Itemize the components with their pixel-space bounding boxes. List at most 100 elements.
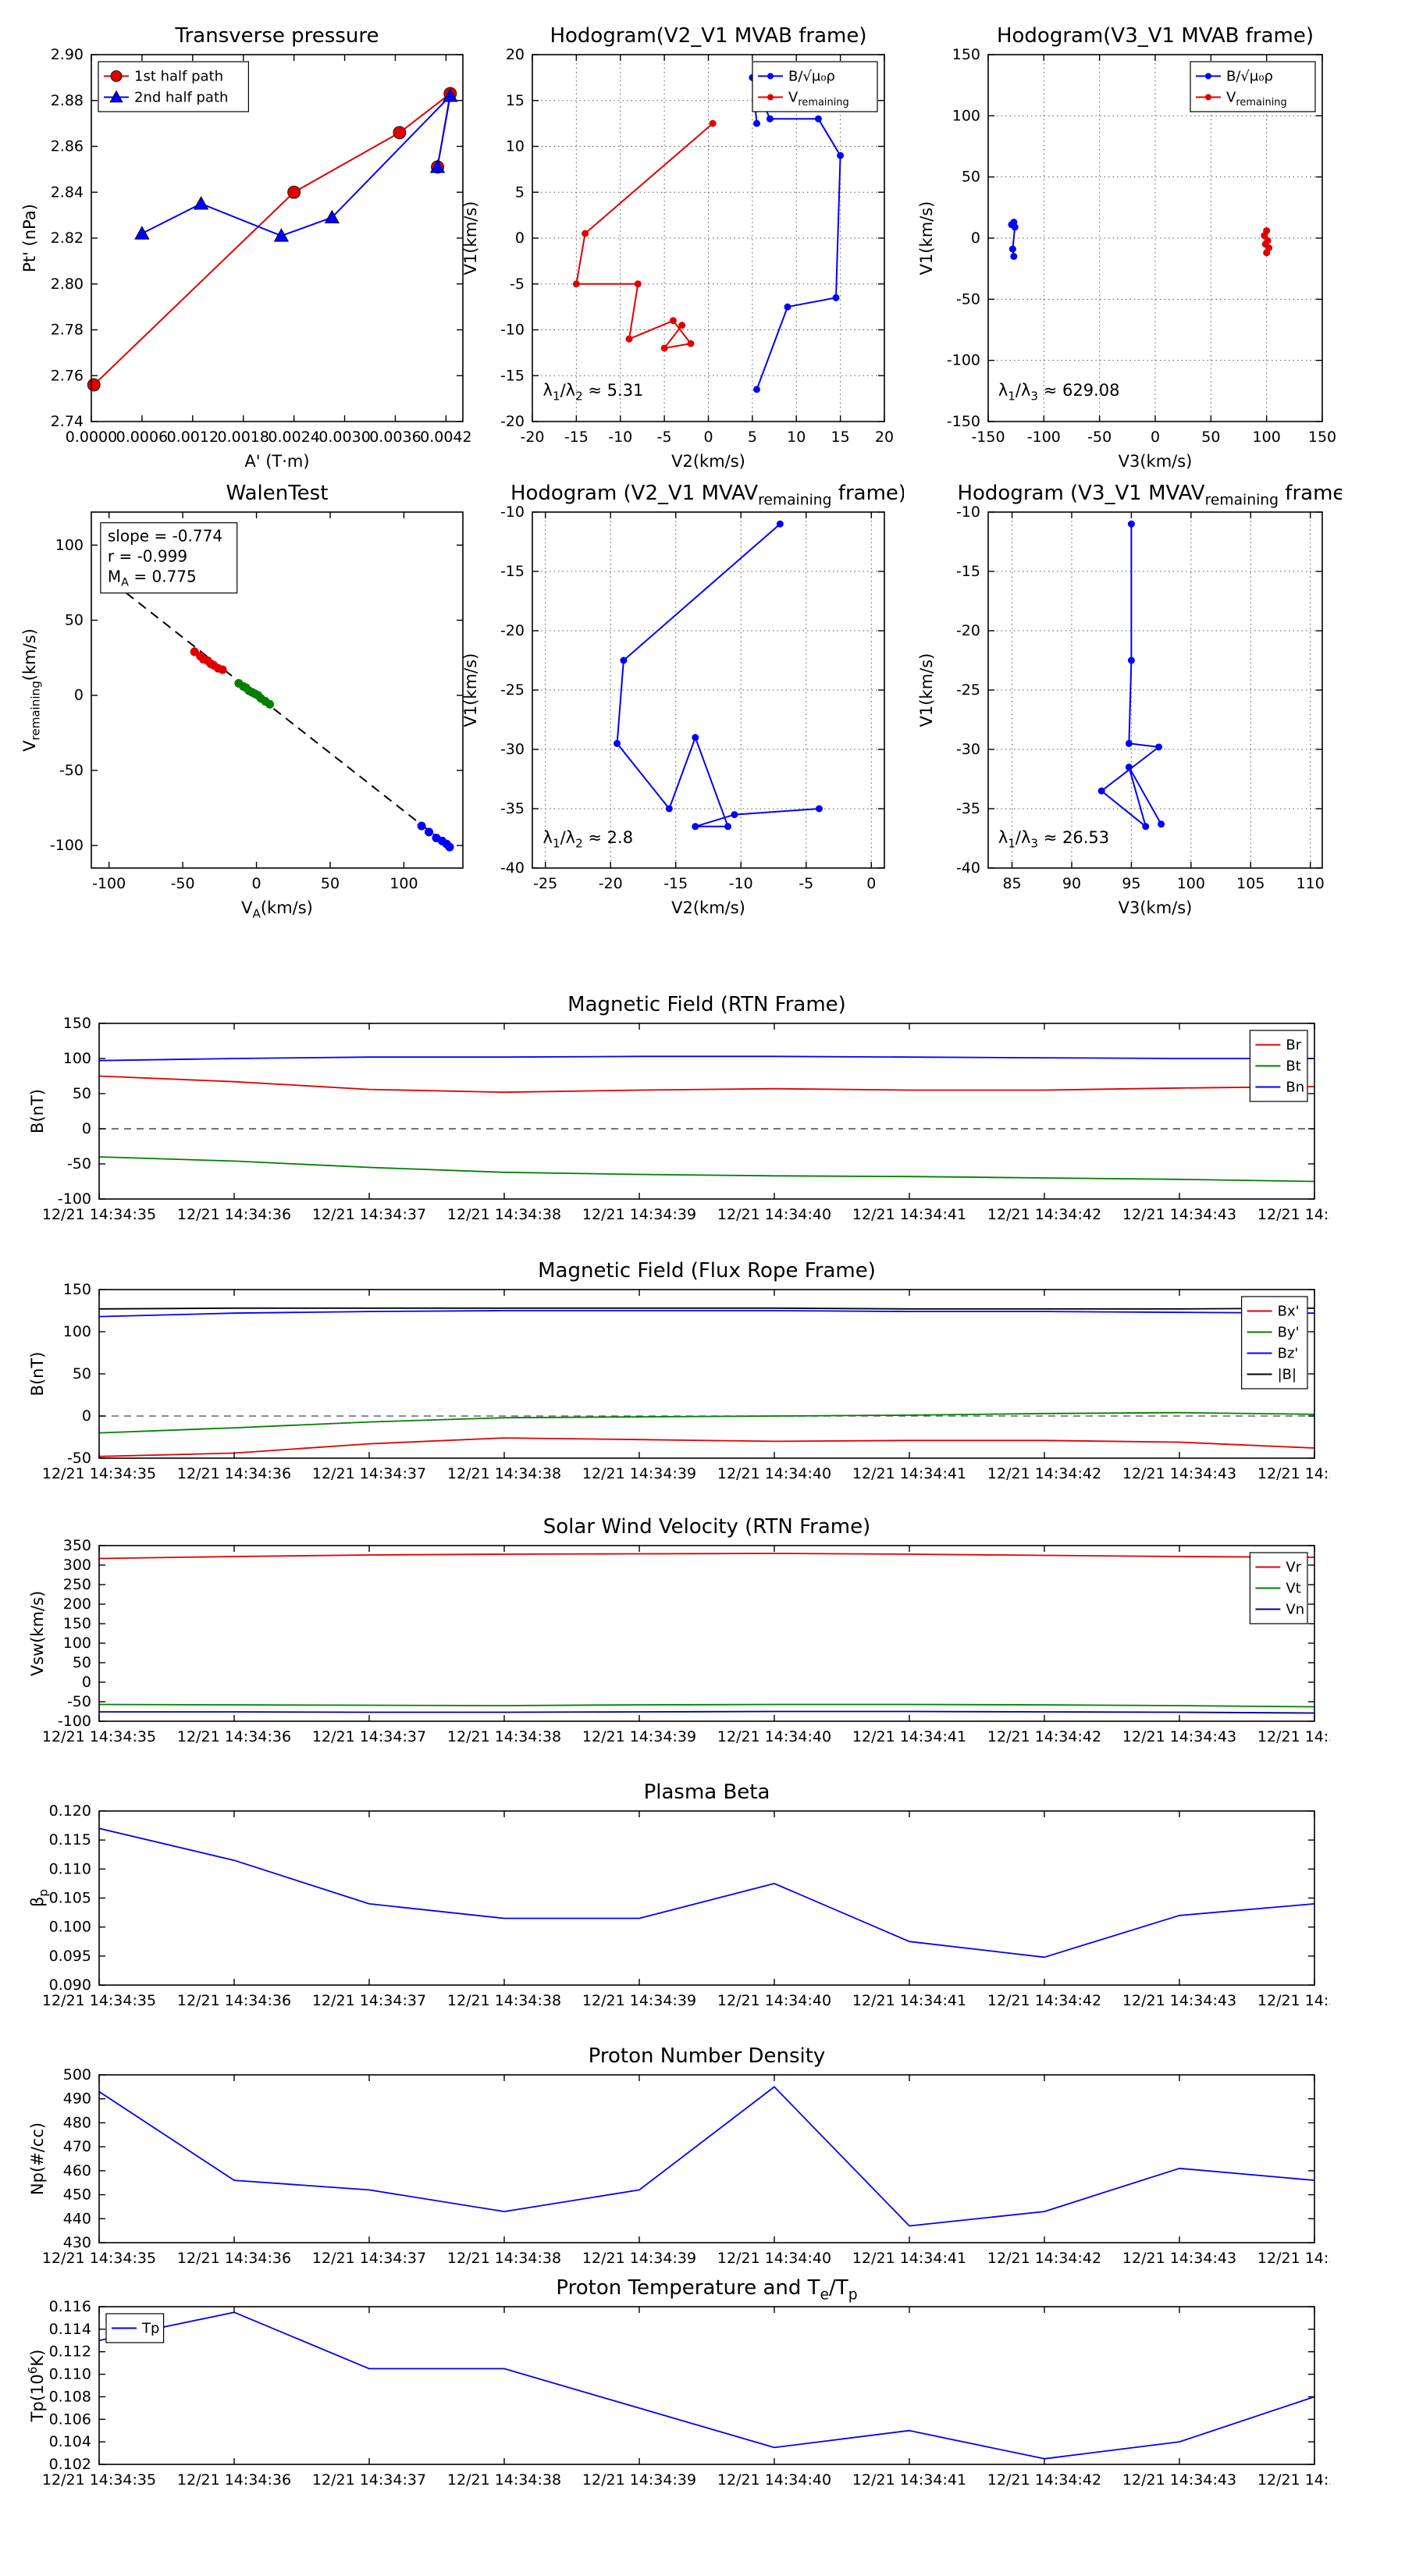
svg-text:50: 50 (962, 169, 980, 186)
svg-text:200: 200 (63, 1596, 91, 1613)
svg-text:-35: -35 (956, 800, 980, 817)
svg-text:-20: -20 (500, 413, 525, 430)
hodogram-v3v1-mvav-chart: 85 90 95 100 105 110 -40 -35 -30 -25 -20 -15 -10 Hodo… (906, 469, 1342, 924)
svg-text:12/21 14:34:39: 12/21 14:34:39 (582, 1465, 696, 1482)
svg-text:slope = -0.774: slope = -0.774 (108, 527, 222, 546)
svg-text:Vsw(km/s): Vsw(km/s) (28, 1591, 47, 1677)
svg-text:100: 100 (55, 536, 84, 553)
svg-text:0.0042: 0.0042 (420, 429, 471, 446)
svg-text:100: 100 (1177, 875, 1205, 892)
svg-text:15: 15 (831, 429, 850, 446)
svg-text:Vr: Vr (1286, 1559, 1301, 1575)
svg-text:12/21 14:34:43: 12/21 14:34:43 (1122, 2250, 1236, 2267)
svg-text:12/21 14:34:41: 12/21 14:34:41 (852, 1465, 966, 1482)
svg-text:-15: -15 (500, 563, 525, 580)
svg-text:-10: -10 (500, 503, 525, 521)
svg-text:150: 150 (63, 1281, 91, 1298)
svg-text:50: 50 (321, 875, 340, 892)
svg-text:12/21 14:34:43: 12/21 14:34:43 (1122, 1992, 1236, 2009)
svg-text:12/21 14:34:36: 12/21 14:34:36 (177, 1465, 291, 1482)
svg-text:-15: -15 (956, 563, 980, 580)
svg-text:20: 20 (875, 429, 894, 446)
svg-text:12/21 14:34:43: 12/21 14:34:43 (1122, 1728, 1236, 1745)
svg-text:12/21 14:34:38: 12/21 14:34:38 (447, 2250, 561, 2267)
svg-text:1st half path: 1st half path (134, 68, 223, 84)
svg-text:Pt' (nPa): Pt' (nPa) (20, 204, 39, 272)
svg-text:0.0000: 0.0000 (66, 429, 117, 446)
svg-text:-30: -30 (956, 741, 980, 758)
svg-text:12/21 14:34:41: 12/21 14:34:41 (852, 1728, 966, 1745)
svg-text:-30: -30 (500, 741, 525, 758)
svg-text:-20: -20 (599, 875, 623, 892)
svg-text:Plasma Beta: Plasma Beta (644, 1781, 770, 1804)
svg-text:12/21 14:34:42: 12/21 14:34:42 (987, 2471, 1101, 2489)
svg-text:0.0036: 0.0036 (369, 429, 421, 446)
svg-text:Vremaining(km/s): Vremaining(km/s) (20, 628, 42, 752)
svg-text:V1(km/s): V1(km/s) (461, 201, 480, 276)
svg-text:12/21 14:34:43: 12/21 14:34:43 (1122, 1465, 1236, 1482)
svg-text:12/21 14:34:42: 12/21 14:34:42 (987, 1992, 1101, 2009)
svg-text:V2(km/s): V2(km/s) (671, 898, 745, 917)
svg-text:12/21 14:34:44: 12/21 14:34:44 (1257, 1728, 1330, 1745)
svg-text:-5: -5 (799, 875, 813, 892)
svg-text:-10: -10 (956, 503, 980, 521)
svg-text:Vremaining: Vremaining (788, 89, 849, 109)
svg-text:Bx': Bx' (1278, 1303, 1300, 1319)
svg-text:0: 0 (515, 229, 525, 247)
svg-text:12/21 14:34:39: 12/21 14:34:39 (582, 1992, 696, 2009)
svg-text:2.84: 2.84 (51, 183, 84, 201)
svg-text:470: 470 (63, 2138, 91, 2155)
svg-text:150: 150 (1308, 429, 1336, 446)
svg-text:B(nT): B(nT) (28, 1089, 47, 1133)
svg-text:-25: -25 (533, 875, 557, 892)
solar-wind-velocity-chart: 12/21 14:34:35 12/21 14:34:36 12/21 14:34:… (17, 1507, 1330, 1754)
svg-text:450: 450 (63, 2186, 91, 2204)
svg-text:490: 490 (63, 2090, 91, 2108)
svg-text:100: 100 (952, 107, 980, 124)
svg-text:-50: -50 (956, 290, 980, 308)
svg-text:12/21 14:34:41: 12/21 14:34:41 (852, 1992, 966, 2009)
svg-text:Br: Br (1286, 1037, 1301, 1053)
svg-text:0: 0 (1151, 429, 1160, 446)
svg-text:0.120: 0.120 (49, 1802, 91, 1820)
svg-text:100: 100 (389, 875, 418, 892)
svg-text:0: 0 (82, 1674, 91, 1691)
svg-text:0.108: 0.108 (49, 2388, 91, 2405)
svg-text:Bt: Bt (1286, 1058, 1300, 1074)
svg-text:λ1/λ2 ≈ 5.31: λ1/λ2 ≈ 5.31 (543, 381, 644, 403)
hodogram-v3v1-mvab-chart: -150 -100 -50 0 50 100 150 -150 -100 -50 0 50 100 150… (906, 12, 1342, 478)
svg-text:12/21 14:34:44: 12/21 14:34:44 (1257, 2250, 1330, 2267)
svg-text:λ1/λ3 ≈ 26.53: λ1/λ3 ≈ 26.53 (998, 828, 1109, 850)
svg-text:95: 95 (1122, 875, 1140, 892)
svg-text:-5: -5 (657, 429, 672, 446)
svg-text:12/21 14:34:35: 12/21 14:34:35 (42, 1206, 156, 1223)
svg-text:-50: -50 (59, 762, 84, 779)
svg-text:12/21 14:34:36: 12/21 14:34:36 (177, 1206, 291, 1223)
svg-text:Transverse pressure: Transverse pressure (175, 24, 379, 48)
svg-text:0.110: 0.110 (49, 1860, 91, 1877)
svg-text:12/21 14:34:36: 12/21 14:34:36 (177, 1728, 291, 1745)
svg-text:WalenTest: WalenTest (226, 482, 329, 505)
svg-text:0.115: 0.115 (49, 1831, 91, 1848)
svg-text:12/21 14:34:37: 12/21 14:34:37 (312, 2250, 426, 2267)
svg-text:Hodogram(V3_V1 MVAB frame): Hodogram(V3_V1 MVAB frame) (997, 24, 1314, 48)
svg-text:-40: -40 (500, 859, 525, 877)
svg-text:480: 480 (63, 2114, 91, 2131)
svg-text:500: 500 (63, 2066, 91, 2083)
svg-text:2.86: 2.86 (51, 138, 84, 155)
svg-text:460: 460 (63, 2162, 91, 2179)
svg-text:Solar Wind Velocity (RTN Frame: Solar Wind Velocity (RTN Frame) (543, 1515, 870, 1539)
svg-text:12/21 14:34:39: 12/21 14:34:39 (582, 2471, 696, 2489)
svg-text:0.0012: 0.0012 (167, 429, 219, 446)
svg-text:50: 50 (65, 612, 84, 629)
svg-text:100: 100 (63, 1635, 91, 1652)
svg-text:0.110: 0.110 (49, 2366, 91, 2383)
svg-text:12/21 14:34:42: 12/21 14:34:42 (987, 1465, 1101, 1482)
hodogram-v2v1-mvab-chart: -20 -15 -10 -5 0 5 10 15 20 -20 -15 -10 -5 0 5 10 15 20 Ho… (450, 12, 904, 478)
svg-text:0.102: 0.102 (49, 2456, 91, 2473)
svg-text:12/21 14:34:35: 12/21 14:34:35 (42, 2250, 156, 2267)
svg-text:350: 350 (63, 1537, 91, 1554)
svg-text:150: 150 (63, 1615, 91, 1632)
svg-text:50: 50 (73, 1085, 91, 1102)
svg-text:λ1/λ3 ≈ 629.08: λ1/λ3 ≈ 629.08 (998, 381, 1120, 403)
